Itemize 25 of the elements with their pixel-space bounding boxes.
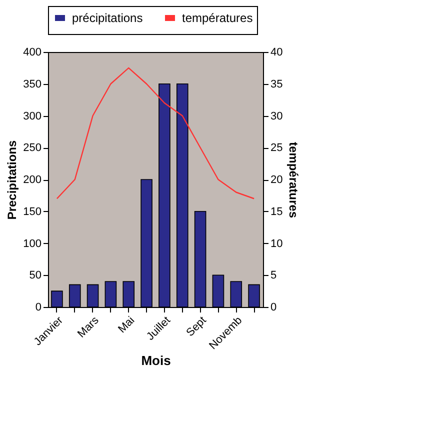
y2-tick-label: 35 bbox=[270, 78, 283, 90]
x-tick-label: Mai bbox=[116, 314, 138, 336]
y-tick-label: 250 bbox=[23, 142, 42, 154]
y2-tick-label: 0 bbox=[270, 302, 277, 314]
y-tick-label: 350 bbox=[23, 78, 42, 90]
y2-tick-label: 25 bbox=[270, 142, 283, 154]
legend-label: températures bbox=[182, 11, 253, 25]
y-tick-label: 150 bbox=[23, 206, 42, 218]
y-tick-label: 0 bbox=[35, 302, 42, 314]
y2-tick-label: 20 bbox=[270, 174, 283, 186]
y-tick-label: 200 bbox=[23, 174, 42, 186]
y-tick-label: 50 bbox=[29, 270, 42, 282]
y2-axis-title: températures bbox=[286, 142, 301, 218]
y2-tick-label: 5 bbox=[270, 270, 277, 282]
y-axis-title: Precipitations bbox=[5, 140, 20, 220]
y2-tick-label: 30 bbox=[270, 110, 283, 122]
y2-tick-label: 15 bbox=[270, 206, 283, 218]
line-series bbox=[56, 67, 255, 200]
legend-label: précipitations bbox=[72, 11, 143, 25]
y2-tick-label: 10 bbox=[270, 238, 283, 250]
y-tick-label: 400 bbox=[23, 46, 42, 58]
y2-tick-label: 40 bbox=[270, 46, 283, 58]
y-tick-label: 100 bbox=[23, 238, 42, 250]
y-tick-label: 300 bbox=[23, 110, 42, 122]
x-axis-title: Mois bbox=[141, 353, 171, 368]
